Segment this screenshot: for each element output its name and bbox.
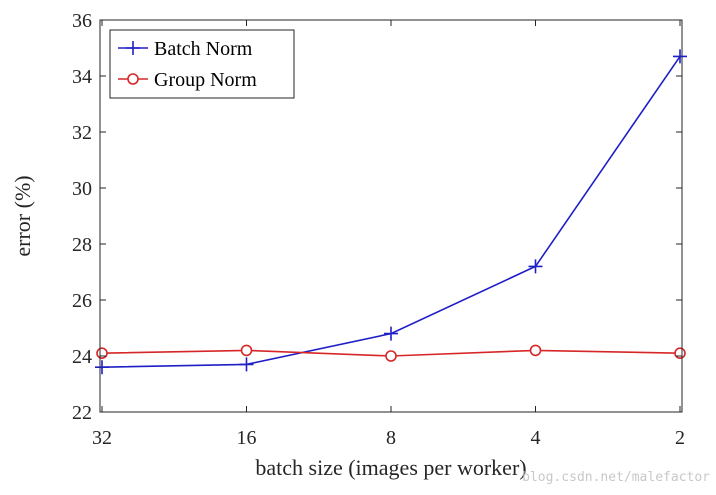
x-tick-label: 2 [675,427,685,449]
watermark: blog.csdn.net/malefactor [522,470,710,485]
y-tick-label: 24 [72,346,92,368]
data-point-group-norm [96,347,108,360]
axes-layer: 22 24 26 28 30 32 34 36 32 16 8 4 2 [72,10,685,449]
series-layer [95,49,687,375]
x-tick-label: 8 [386,427,396,449]
data-point-group-norm [529,344,542,357]
data-point-batch-norm [239,357,254,372]
data-point-group-norm [385,350,397,362]
y-tick-label: 32 [72,122,92,144]
y-tick-label: 34 [72,66,92,88]
data-point-group-norm [240,344,253,357]
legend-label-group-norm: Group Norm [154,69,257,91]
y-tick-label: 36 [72,10,92,32]
data-point-group-norm [674,347,686,360]
x-tick-label: 32 [92,427,112,449]
y-axis-label: error (%) [10,175,35,256]
data-point-batch-norm [673,49,687,64]
x-axis-label: batch size (images per worker) [255,455,526,480]
legend: Batch Norm Group Norm [109,29,295,99]
y-tick-label: 22 [72,402,92,424]
y-tick-label: 30 [72,178,92,200]
x-tick-label: 16 [237,427,257,449]
legend-label-batch-norm: Batch Norm [154,38,253,60]
y-tick-label: 28 [72,234,92,256]
series-batch-norm [95,49,687,375]
data-point-batch-norm [528,259,543,274]
legend-marker-group-norm [127,73,139,85]
y-tick-label: 26 [72,290,92,312]
legend-box [109,29,295,99]
legend-marker-batch-norm [126,41,140,55]
x-tick-label: 4 [531,427,541,449]
data-point-batch-norm [95,360,109,375]
data-point-batch-norm [384,326,398,341]
